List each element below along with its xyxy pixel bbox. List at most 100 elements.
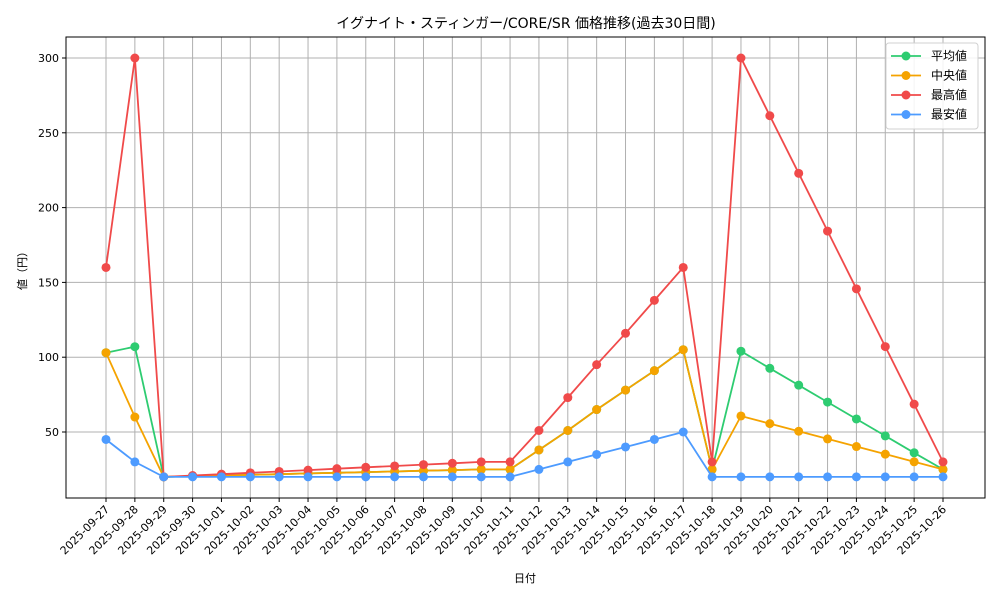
- data-point: [592, 360, 602, 370]
- data-point: [447, 465, 457, 475]
- data-point: [823, 397, 833, 407]
- chart-title: イグナイト・スティンガー/CORE/SR 価格推移(過去30日間): [336, 16, 715, 32]
- data-point: [534, 426, 544, 436]
- data-point: [505, 472, 515, 482]
- legend-item: 中央値: [891, 68, 967, 83]
- data-point: [880, 449, 890, 459]
- data-point: [765, 363, 775, 373]
- data-point: [794, 426, 804, 436]
- data-point: [245, 472, 255, 482]
- series-line: [105, 430, 943, 478]
- data-point: [736, 472, 746, 482]
- data-point: [130, 342, 140, 352]
- data-point: [303, 472, 313, 482]
- data-point: [823, 434, 833, 444]
- data-point: [794, 380, 804, 390]
- data-point: [880, 431, 890, 441]
- data-point: [621, 385, 631, 395]
- series-3: [101, 427, 948, 482]
- data-point: [851, 284, 861, 294]
- data-point: [880, 342, 890, 352]
- data-point: [476, 457, 486, 467]
- data-point: [361, 472, 371, 482]
- data-point: [188, 472, 198, 482]
- series-line: [105, 54, 944, 478]
- data-point: [563, 426, 573, 436]
- data-point: [418, 460, 428, 470]
- data-point: [505, 464, 515, 474]
- data-point: [823, 472, 833, 482]
- data-point: [649, 295, 659, 305]
- data-point: [447, 458, 457, 468]
- data-point: [592, 449, 602, 459]
- data-point: [505, 457, 515, 467]
- data-point: [909, 399, 919, 409]
- data-point: [130, 457, 140, 467]
- data-point: [101, 348, 111, 358]
- data-point: [678, 262, 688, 272]
- y-tick-label: 100: [38, 351, 59, 364]
- legend-item: 平均値: [891, 48, 967, 63]
- legend-marker-icon: [901, 51, 911, 61]
- data-point: [823, 226, 833, 236]
- data-point: [563, 457, 573, 467]
- data-point: [765, 111, 775, 121]
- data-point: [592, 405, 602, 415]
- series-lines: [101, 53, 948, 482]
- data-point: [794, 168, 804, 178]
- legend-label: 平均値: [931, 48, 967, 63]
- data-point: [938, 457, 948, 467]
- data-point: [274, 472, 284, 482]
- data-point: [476, 464, 486, 474]
- data-point: [534, 464, 544, 474]
- data-point: [938, 464, 948, 474]
- data-point: [361, 462, 371, 472]
- x-axis-label: 日付: [514, 572, 536, 585]
- data-point: [159, 472, 169, 482]
- y-tick-label: 50: [45, 426, 59, 439]
- data-point: [909, 472, 919, 482]
- data-point: [621, 328, 631, 338]
- series-2: [101, 53, 948, 482]
- data-point: [851, 442, 861, 452]
- data-point: [736, 411, 746, 421]
- legend-marker-icon: [901, 110, 911, 119]
- data-point: [707, 457, 717, 467]
- series-1: [101, 345, 948, 482]
- data-point: [447, 472, 457, 482]
- plot-frame: [65, 36, 986, 499]
- x-axis-ticks: 2025-09-272025-09-282025-09-292025-09-30…: [58, 498, 949, 557]
- data-point: [303, 465, 313, 475]
- data-point: [707, 464, 717, 474]
- data-point: [101, 434, 111, 444]
- legend-marker-icon: [901, 90, 911, 100]
- series-line: [105, 348, 944, 478]
- series-line: [105, 345, 944, 478]
- legend-label: 最安値: [931, 107, 967, 122]
- data-point: [332, 464, 342, 474]
- data-point: [101, 262, 111, 272]
- y-tick-label: 200: [38, 202, 59, 215]
- data-point: [736, 53, 746, 63]
- data-point: [909, 448, 919, 458]
- data-point: [332, 472, 342, 482]
- grid: [66, 37, 985, 498]
- data-point: [909, 457, 919, 467]
- y-axis-ticks: 50 100 150 200 250 300: [38, 52, 66, 439]
- data-point: [707, 472, 717, 482]
- data-point: [390, 461, 400, 471]
- data-point: [765, 472, 775, 482]
- data-point: [649, 366, 659, 376]
- data-point: [130, 53, 140, 63]
- legend-label: 中央値: [931, 68, 967, 83]
- data-point: [794, 472, 804, 482]
- data-point: [130, 412, 140, 422]
- legend-box: [885, 42, 979, 130]
- data-point: [390, 472, 400, 482]
- data-point: [649, 434, 659, 444]
- data-point: [880, 472, 890, 482]
- legend-item: 最安値: [891, 107, 967, 122]
